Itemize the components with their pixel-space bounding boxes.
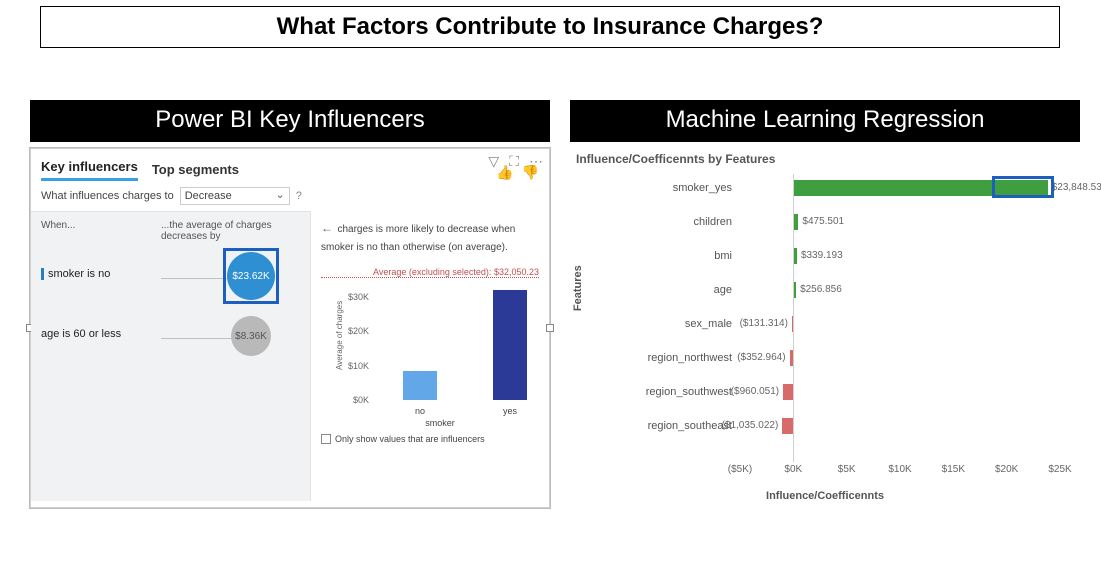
bar-value-label: ($1,035.022): [722, 412, 779, 440]
bar-value-label: $339.193: [801, 242, 843, 270]
x-tick: $25K: [1048, 464, 1071, 475]
factors-column: When... ...the average of charges decrea…: [31, 211, 311, 501]
left-panel: Power BI Key Influencers ▽ ⛶ ⋯ Key influ…: [30, 100, 550, 508]
zero-line: [793, 174, 794, 462]
question-prefix: What influences charges to: [41, 190, 174, 202]
ml-bar: [782, 418, 793, 434]
x-tick: $15K: [942, 464, 965, 475]
only-influencers-checkbox[interactable]: [321, 434, 331, 444]
bar-value-label: $23,848.535: [1052, 174, 1101, 202]
bar-value-label: $256.856: [800, 276, 842, 304]
x-tick: yes: [503, 406, 517, 416]
ml-x-title: Influence/Coefficennts: [570, 490, 1080, 502]
bar-value-label: $475.501: [802, 208, 844, 236]
focus-mode-icon[interactable]: ⛶: [509, 153, 519, 170]
ml-bar-row: region_southwest($960.051): [740, 378, 1060, 406]
mini-x-title: smoker: [425, 418, 455, 428]
ml-y-title: Features: [572, 265, 584, 311]
y-tick: $0K: [339, 395, 369, 405]
page-title: What Factors Contribute to Insurance Cha…: [277, 13, 824, 41]
feature-label: smoker_yes: [673, 174, 740, 202]
ml-chart-title: Influence/Coefficennts by Features: [570, 148, 1080, 172]
factor-bubble[interactable]: $23.62K: [227, 252, 275, 300]
col-header-effect: ...the average of charges decreases by: [161, 220, 300, 242]
x-tick: $5K: [838, 464, 856, 475]
bar-value-label: ($960.051): [731, 378, 779, 406]
ml-bar: [783, 384, 793, 400]
back-arrow-icon[interactable]: ←: [321, 221, 333, 235]
ml-bar-row: bmi$339.193: [740, 242, 1060, 270]
influencer-body: When... ...the average of charges decrea…: [31, 211, 549, 501]
ml-bar: [793, 180, 1047, 196]
bar-value-label: ($131.314): [740, 310, 788, 338]
factor-row[interactable]: age is 60 or less $8.36K: [31, 306, 310, 366]
only-influencers-label: Only show values that are influencers: [335, 434, 485, 444]
mini-bar: [493, 290, 527, 400]
mini-bar: [403, 371, 437, 400]
factor-label: age is 60 or less: [41, 328, 121, 340]
feature-label: sex_male: [685, 310, 740, 338]
avg-line: [321, 277, 539, 278]
col-header-when: When...: [41, 220, 161, 242]
key-influencers-visual: ▽ ⛶ ⋯ Key influencers Top segments 👍 👎 W…: [30, 148, 550, 508]
direction-dropdown[interactable]: Decrease: [180, 187, 290, 205]
bar-value-label: ($352.964): [737, 344, 785, 372]
detail-sentence: charges is more likely to decrease when …: [321, 224, 515, 253]
ml-bar-row: sex_male($131.314): [740, 310, 1060, 338]
question-mark: ?: [296, 190, 302, 202]
ml-bar-row: region_southeast($1,035.022): [740, 412, 1060, 440]
factor-bubble[interactable]: $8.36K: [231, 316, 271, 356]
y-tick: $10K: [339, 361, 369, 371]
x-tick: $0K: [784, 464, 802, 475]
mini-bar-chart: Average of charges $0K$10K$20K$30Knoyess…: [341, 280, 539, 430]
feature-label: region_northwest: [648, 344, 740, 372]
right-panel: Machine Learning Regression Influence/Co…: [570, 100, 1080, 508]
left-panel-header: Power BI Key Influencers: [30, 100, 550, 142]
detail-sentence-row: ← charges is more likely to decrease whe…: [321, 219, 539, 255]
filter-icon[interactable]: ▽: [488, 153, 499, 170]
feature-label: bmi: [714, 242, 740, 270]
avg-prefix: Average (excluding selected):: [373, 267, 491, 277]
detail-column: ← charges is more likely to decrease whe…: [311, 211, 549, 501]
tab-top-segments[interactable]: Top segments: [152, 162, 239, 181]
feature-label: children: [693, 208, 740, 236]
influencer-question: What influences charges to Decrease ?: [31, 181, 549, 211]
y-tick: $30K: [339, 292, 369, 302]
feature-label: region_southwest: [646, 378, 740, 406]
more-options-icon[interactable]: ⋯: [529, 153, 543, 170]
page-title-bar: What Factors Contribute to Insurance Cha…: [40, 6, 1060, 48]
only-influencers-row: Only show values that are influencers: [321, 434, 539, 444]
ml-bar-row: region_northwest($352.964): [740, 344, 1060, 372]
x-tick: no: [415, 406, 425, 416]
factors-column-headers: When... ...the average of charges decrea…: [31, 212, 310, 246]
x-tick: ($5K): [728, 464, 752, 475]
x-tick: $10K: [888, 464, 911, 475]
ml-bar-row: age$256.856: [740, 276, 1060, 304]
y-tick: $20K: [339, 326, 369, 336]
ml-bar-row: children$475.501: [740, 208, 1060, 236]
ml-bar-row: smoker_yes$23,848.535: [740, 174, 1060, 202]
avg-line-label: Average (excluding selected): $32,050.23: [321, 267, 539, 277]
factor-row[interactable]: smoker is no $23.62K: [31, 246, 310, 306]
feature-label: age: [714, 276, 740, 304]
factor-label: smoker is no: [41, 268, 110, 280]
influencers-tabs: Key influencers Top segments 👍 👎: [31, 149, 549, 181]
ml-regression-chart: Influence/Coefficennts by Features Featu…: [570, 148, 1080, 508]
avg-value: $32,050.23: [494, 267, 539, 277]
visual-toolbar: ▽ ⛶ ⋯: [488, 153, 543, 170]
tab-key-influencers[interactable]: Key influencers: [41, 159, 138, 181]
right-panel-header: Machine Learning Regression: [570, 100, 1080, 142]
x-tick: $20K: [995, 464, 1018, 475]
